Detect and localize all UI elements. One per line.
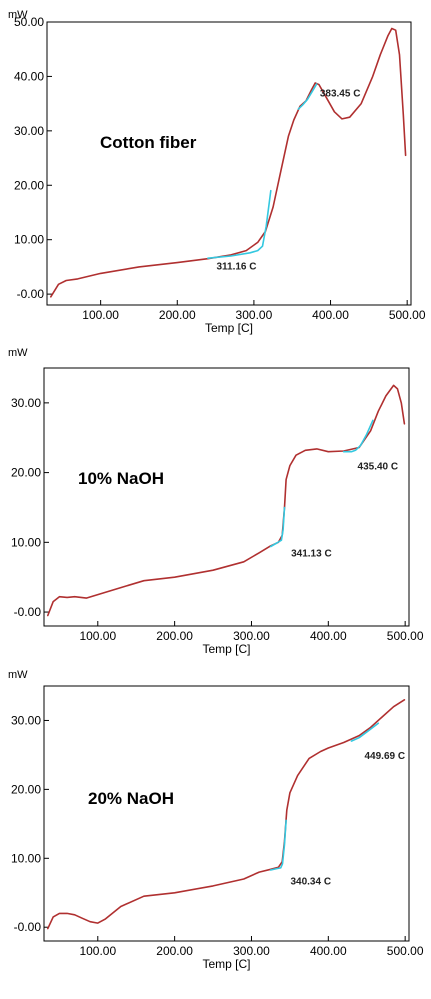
x-axis-label: Temp [C] xyxy=(205,321,253,335)
y-tick-label: -0.00 xyxy=(14,605,42,619)
x-axis-label: Temp [C] xyxy=(202,642,250,656)
x-tick-label: 500.00 xyxy=(387,944,424,958)
tangent-line xyxy=(207,189,272,259)
y-tick-label: 20.00 xyxy=(11,782,41,796)
x-tick-label: 300.00 xyxy=(233,944,270,958)
dsc-curve xyxy=(47,699,406,930)
x-tick-label: 400.00 xyxy=(310,944,347,958)
y-tick-label: 30.00 xyxy=(11,396,41,410)
annotation-label: 435.40 C xyxy=(358,462,399,473)
x-tick-label: 100.00 xyxy=(82,308,119,322)
sample-label: 20% NaOH xyxy=(88,789,174,808)
plot-frame xyxy=(46,21,412,306)
y-tick-label: 50.00 xyxy=(14,15,44,29)
y-tick-label: 30.00 xyxy=(14,124,44,138)
y-tick-label: 10.00 xyxy=(11,535,41,549)
y-tick-label: 20.00 xyxy=(11,466,41,480)
y-tick-label: 20.00 xyxy=(14,178,44,192)
panel-10-naoh: -0.00 10.00 20.00 30.00 100.00 200.00 300.00 40… xyxy=(8,347,424,656)
tangent-line xyxy=(297,83,318,110)
y-axis-label: mW xyxy=(8,347,28,359)
annotation-label: 383.45 C xyxy=(320,88,361,99)
tangent-line xyxy=(350,722,380,742)
sample-label: 10% NaOH xyxy=(78,469,164,488)
x-tick-label: 100.00 xyxy=(79,629,116,643)
tangent-line xyxy=(269,819,287,871)
y-tick-label: 40.00 xyxy=(14,69,44,83)
tangent-line xyxy=(269,506,286,548)
x-tick-label: 400.00 xyxy=(312,308,349,322)
y-tick-label: -0.00 xyxy=(14,920,42,934)
x-tick-label: 400.00 xyxy=(310,629,347,643)
x-tick-label: 200.00 xyxy=(156,629,193,643)
x-axis-label: Temp [C] xyxy=(202,957,250,971)
y-tick-label: 10.00 xyxy=(14,233,44,247)
y-axis-label: mW xyxy=(8,669,28,681)
x-tick-label: 200.00 xyxy=(159,308,196,322)
dsc-curve xyxy=(47,384,406,617)
annotation-label: 449.69 C xyxy=(364,751,405,762)
y-tick-label: 30.00 xyxy=(11,713,41,727)
x-tick-label: 500.00 xyxy=(387,629,424,643)
x-tick-label: 300.00 xyxy=(236,308,273,322)
annotation-label: 340.34 C xyxy=(290,877,331,888)
annotation-label: 311.16 C xyxy=(216,261,256,272)
y-axis-label: mW xyxy=(8,9,28,21)
sample-label: Cotton fiber xyxy=(100,133,197,152)
x-tick-label: 500.00 xyxy=(389,308,426,322)
y-tick-label: 10.00 xyxy=(11,851,41,865)
y-tick-label: -0.00 xyxy=(17,287,45,301)
plot-frame xyxy=(43,685,410,942)
annotation-label: 341.13 C xyxy=(291,548,332,559)
x-tick-label: 200.00 xyxy=(156,944,193,958)
x-tick-label: 100.00 xyxy=(79,944,116,958)
tangent-line xyxy=(342,419,374,453)
panel-20-naoh: -0.00 10.00 20.00 30.00 100.00 200.00 300.00 40… xyxy=(8,669,424,971)
panel-cotton-fiber: -0.00 10.00 20.00 30.00 40.00 50.00 100.00 200.… xyxy=(8,9,426,335)
x-tick-label: 300.00 xyxy=(233,629,270,643)
plot-frame xyxy=(43,367,410,627)
